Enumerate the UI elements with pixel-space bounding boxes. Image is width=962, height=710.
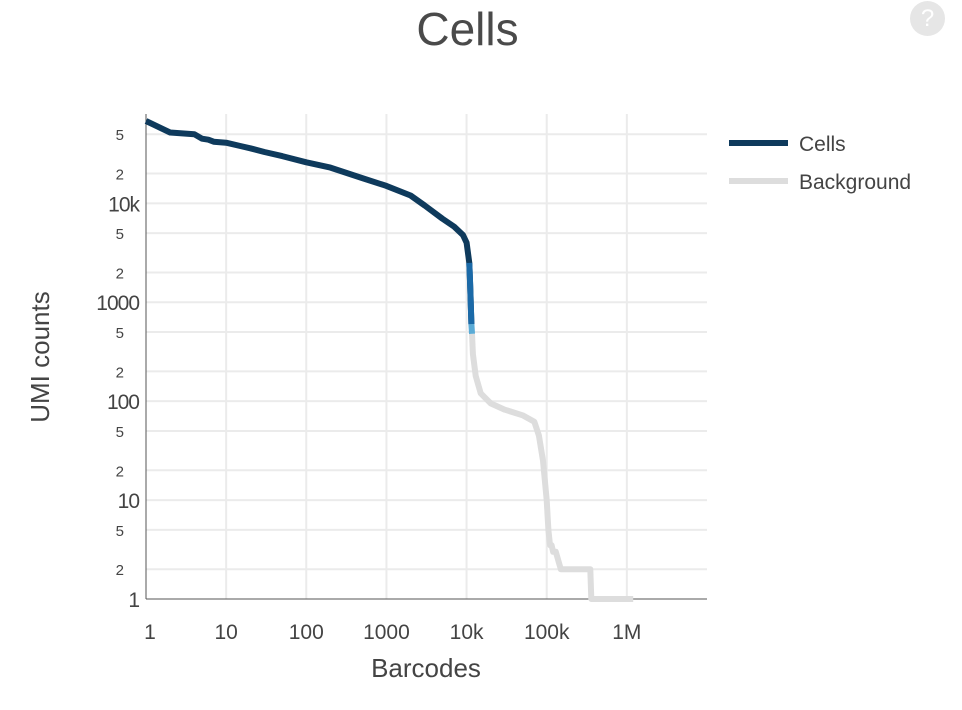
y-tick-label: 10k xyxy=(108,193,140,216)
chart-title: Cells xyxy=(416,3,519,55)
y-minor-tick-label: 2 xyxy=(116,463,124,480)
x-tick-label: 10 xyxy=(214,621,237,644)
background-series-line xyxy=(469,333,634,602)
legend-label: Background xyxy=(799,171,911,194)
y-minor-tick-label: 5 xyxy=(116,424,124,441)
y-tick-label: 1 xyxy=(128,589,139,612)
y-minor-tick-label: 2 xyxy=(116,562,124,579)
transition-series-line xyxy=(468,324,475,334)
x-tick-label: 1 xyxy=(144,621,156,644)
cells-series-line xyxy=(144,118,475,325)
legend: Cells Background xyxy=(729,133,911,194)
x-tick-label: 1000 xyxy=(363,621,410,644)
y-minor-tick-label: 5 xyxy=(116,325,124,342)
y-minor-tick-label: 2 xyxy=(116,167,124,184)
y-minor-tick-label: 5 xyxy=(116,226,124,243)
y-tick-label: 100 xyxy=(107,391,139,414)
x-tick-label: 10k xyxy=(450,621,484,644)
grid-lines xyxy=(146,114,707,599)
transition-series-line xyxy=(466,262,475,325)
x-tick-labels: 1 10 100 1000 10k 100k 1M xyxy=(144,621,641,644)
axes xyxy=(145,114,707,600)
y-tick-label: 10 xyxy=(118,490,140,513)
x-tick-label: 100 xyxy=(289,621,324,644)
y-tick-label: 1000 xyxy=(96,292,139,315)
y-axis-title: UMI counts xyxy=(25,291,55,423)
series-lines xyxy=(144,118,634,602)
help-icon[interactable]: ? xyxy=(910,1,945,36)
x-tick-label: 100k xyxy=(524,621,570,644)
y-minor-tick-label: 5 xyxy=(116,127,124,144)
x-tick-label: 1M xyxy=(612,621,641,644)
y-minor-tick-label: 2 xyxy=(116,364,124,381)
x-axis-title: Barcodes xyxy=(371,653,481,683)
legend-label: Cells xyxy=(799,133,846,156)
y-minor-tick-label: 5 xyxy=(116,523,124,540)
y-minor-tick-label: 2 xyxy=(116,265,124,282)
y-tick-labels: 1 10 100 1000 10k 2 5 2 5 2 5 2 5 2 5 xyxy=(96,127,141,612)
